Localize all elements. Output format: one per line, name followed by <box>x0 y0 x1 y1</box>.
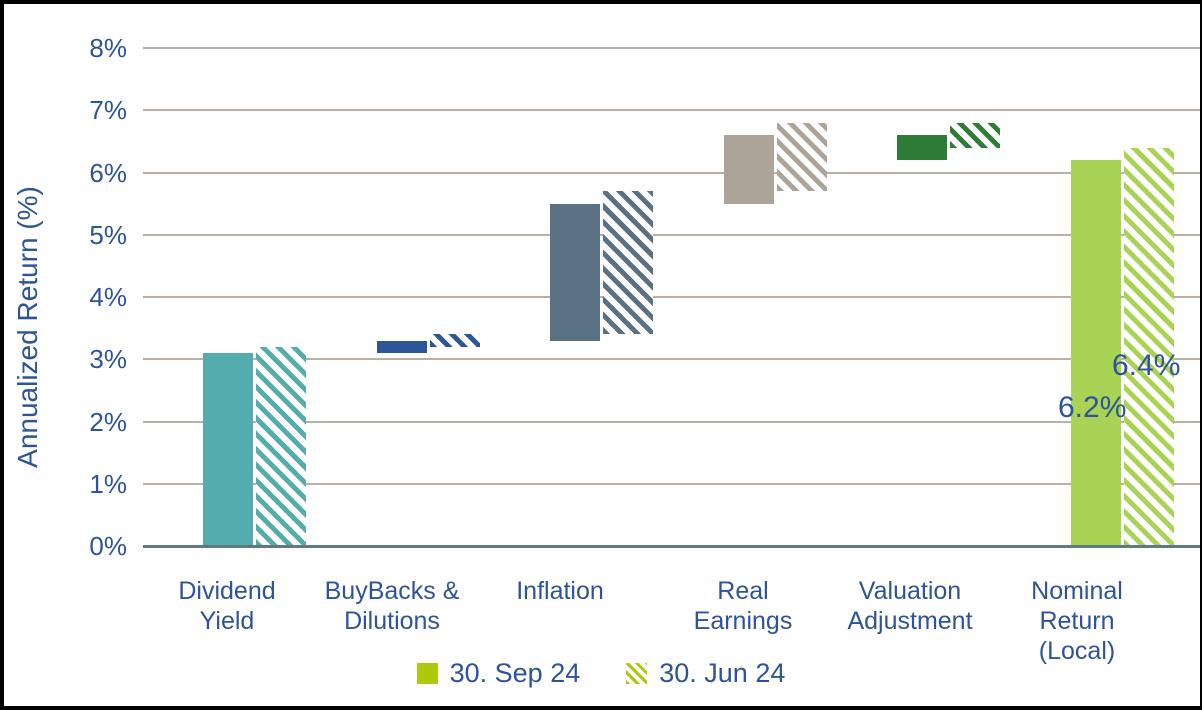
legend-item-sep: 30. Sep 24 <box>416 658 581 689</box>
data-label-jun-nominal-return: 6.4% <box>1112 349 1181 382</box>
gridline-6pct <box>143 171 1200 174</box>
x-label-inflation: Inflation <box>460 576 660 606</box>
y-tick-label-3: 3% <box>89 344 127 375</box>
x-label-dividend-yield: Dividend Yield <box>127 576 327 636</box>
x-label-line: Inflation <box>516 577 604 605</box>
bar-30-jun-24-dividend-yield <box>256 346 306 546</box>
x-label-line: Dividend <box>178 577 276 605</box>
gridline-5pct <box>143 233 1200 236</box>
y-axis-title: Annualized Return (%) <box>12 186 43 468</box>
gridline-2pct <box>143 420 1200 423</box>
gridline-4pct <box>143 296 1200 298</box>
x-label-line: Valuation <box>858 577 962 605</box>
x-label-line: (Local) <box>1038 637 1116 665</box>
gridline-1pct <box>143 482 1200 485</box>
x-label-line: BuyBacks & <box>324 577 460 605</box>
x-label-line: Return <box>1039 607 1115 635</box>
y-tick-label-8: 8% <box>89 33 127 63</box>
bar-30-sep-24-inflation <box>550 203 600 341</box>
frame-edge-bottom <box>0 706 1202 710</box>
legend-marker-solid-icon <box>416 663 438 684</box>
x-axis-line <box>143 545 1200 548</box>
y-tick-label-6: 6% <box>89 157 127 188</box>
x-label-valuation-adjustment: Valuation Adjustment <box>810 576 1010 636</box>
y-tick-label-0: 0% <box>89 531 127 561</box>
bar-30-sep-24-dividend-yield <box>203 353 253 546</box>
x-label-line: Dilutions <box>344 607 440 635</box>
gridline-7pct <box>143 109 1200 112</box>
legend-marker-hatched-icon <box>626 663 648 684</box>
x-label-real-earnings: Real Earnings <box>643 576 843 636</box>
x-label-buybacks-dilutions: BuyBacks & Dilutions <box>292 576 492 636</box>
y-tick-label-4: 4% <box>89 282 127 312</box>
legend: 30. Sep 24 30. Jun 24 <box>0 658 1202 689</box>
bar-30-jun-24-buybacks-dilutions <box>429 334 480 347</box>
bar-30-jun-24-inflation <box>603 191 653 335</box>
y-tick-label-1: 1% <box>89 468 127 499</box>
bar-30-sep-24-valuation-adjustment <box>897 135 947 161</box>
x-label-line: Adjustment <box>847 607 973 635</box>
frame-edge-top <box>0 0 1202 4</box>
x-label-line: Real <box>717 577 769 605</box>
legend-item-jun: 30. Jun 24 <box>626 658 785 689</box>
x-label-line: Nominal <box>1031 577 1123 605</box>
gridline-8pct <box>143 47 1200 49</box>
bar-30-sep-24-real-earnings <box>723 135 774 204</box>
bar-30-jun-24-real-earnings <box>776 122 827 192</box>
legend-label-sep: 30. Sep 24 <box>449 658 581 688</box>
data-label-sep-nominal-return: 6.2% <box>1058 391 1127 424</box>
y-tick-label-7: 7% <box>89 95 127 126</box>
bar-30-jun-24-valuation-adjustment <box>950 122 1000 148</box>
frame-edge-left <box>0 0 4 710</box>
legend-label-jun: 30. Jun 24 <box>659 658 786 688</box>
gridline-3pct <box>143 358 1200 361</box>
bar-30-jun-24-nominal-return-local <box>1123 147 1174 546</box>
bar-30-sep-24-nominal-return-local <box>1070 160 1121 546</box>
bar-30-sep-24-buybacks-dilutions <box>376 340 427 353</box>
frame-edge-right <box>1200 0 1202 710</box>
x-label-line: Earnings <box>693 607 793 635</box>
y-tick-label-2: 2% <box>89 406 127 437</box>
x-label-line: Yield <box>199 607 255 635</box>
x-label-nominal-return-local: Nominal Return (Local) <box>977 576 1177 666</box>
y-tick-label-5: 5% <box>89 219 127 250</box>
